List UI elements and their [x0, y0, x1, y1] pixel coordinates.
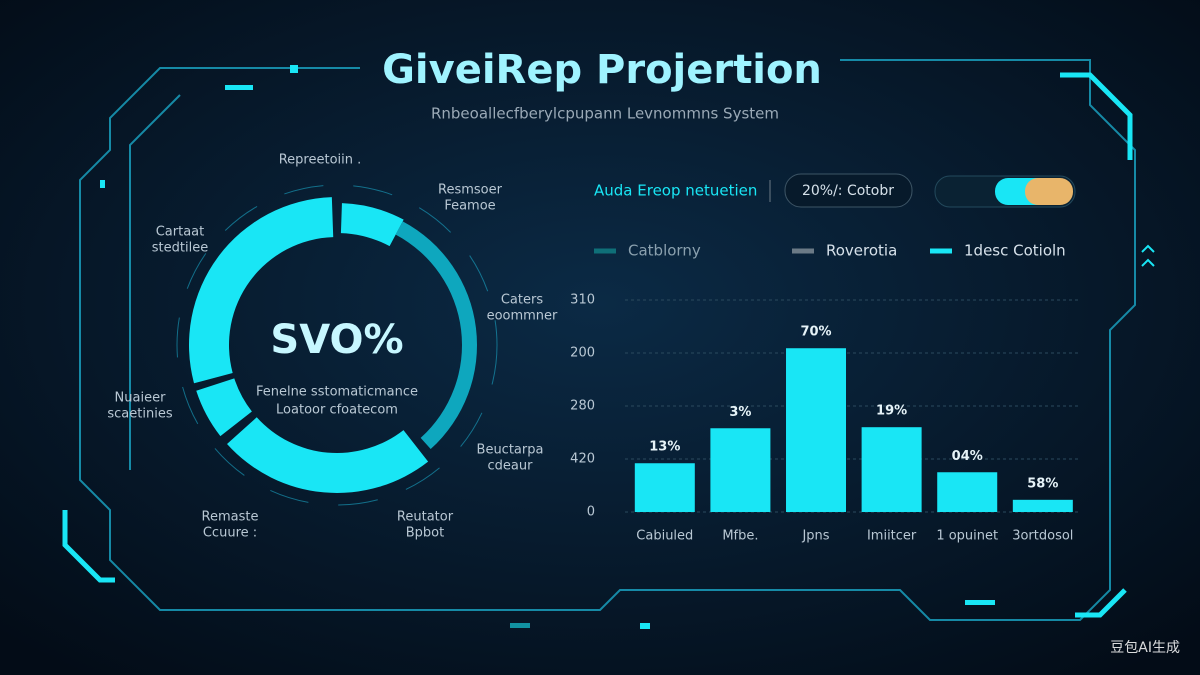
donut-label: Nuaieer: [115, 391, 167, 406]
donut-label: scaetinies: [107, 407, 172, 422]
donut-label: stedtilee: [152, 241, 208, 256]
bar: [634, 463, 695, 512]
y-tick-label: 280: [570, 399, 595, 414]
bar-label: 19%: [876, 404, 907, 419]
donut-segment: [340, 203, 404, 247]
donut-center-line: Fenelne sstomaticmance: [256, 385, 418, 400]
donut-label: eoommner: [487, 309, 558, 324]
bar: [861, 427, 922, 512]
bar-label: 58%: [1027, 476, 1058, 491]
donut-label: Ccuure :: [203, 526, 257, 541]
donut-label: Repreetoiin .: [279, 153, 362, 168]
bar: [1012, 499, 1073, 512]
bar: [710, 428, 771, 512]
bar: [786, 348, 847, 512]
x-tick-label: Imiitcer: [867, 529, 917, 544]
donut-segment: [196, 378, 252, 437]
y-tick-label: 420: [570, 452, 595, 467]
x-tick-label: Cabiuled: [636, 529, 693, 544]
donut-segment: [227, 417, 429, 493]
pill-label: 20%/: Cotobr: [802, 183, 894, 199]
donut-center-value: SVO%: [270, 317, 403, 363]
donut-label: Remaste: [202, 510, 259, 525]
donut-label: Caters: [501, 293, 543, 308]
x-tick-label: Jpns: [801, 529, 829, 544]
donut-label: Bpbot: [406, 526, 444, 541]
x-tick-label: 1 opuinet: [936, 529, 998, 544]
panel-heading: Auda Ereop netuetien: [594, 182, 757, 200]
donut-center-line: Loatoor cfoatecom: [276, 403, 398, 418]
legend-label: Catblorny: [628, 242, 701, 260]
pill[interactable]: [784, 173, 913, 208]
bar-label: 04%: [952, 449, 983, 464]
x-tick-label: Mfbe.: [722, 529, 758, 544]
donut-label: Feamoe: [444, 199, 495, 214]
y-tick-label: 200: [570, 346, 595, 361]
subtitle: Rnbeoallecfberylcpupann Levnommns System: [431, 105, 779, 123]
donut-label: Resmsoer: [438, 183, 503, 198]
y-tick-label: 310: [570, 293, 595, 308]
bar-label: 70%: [800, 325, 831, 340]
watermark: 豆包AI生成: [1110, 640, 1180, 656]
donut: [176, 184, 498, 506]
title: GiveiRep Projertion: [382, 47, 822, 93]
donut-segment: [395, 221, 477, 450]
donut-label: Reutator: [397, 510, 454, 525]
bar-label: 3%: [729, 405, 751, 420]
y-tick-label: 0: [587, 505, 595, 520]
donut-halo: [176, 184, 498, 506]
x-tick-label: 3ortdosol: [1012, 529, 1073, 544]
donut-segment: [189, 197, 334, 384]
bar-label: 13%: [649, 440, 680, 455]
legend-label: Roverotia: [826, 242, 897, 260]
toggle[interactable]: [934, 175, 1076, 208]
bar: [937, 472, 998, 512]
donut-label: Beuctarpa: [477, 443, 544, 458]
legend-label: 1desc Cotioln: [964, 242, 1066, 260]
frame: [62, 59, 1155, 629]
donut-label: Cartaat: [156, 225, 205, 240]
donut-label: cdeaur: [488, 459, 534, 474]
